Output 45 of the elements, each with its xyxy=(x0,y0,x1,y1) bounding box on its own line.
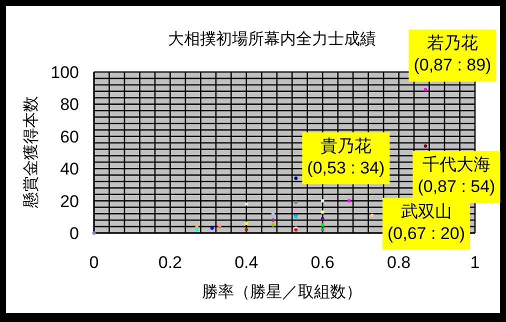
point xyxy=(294,176,298,180)
annotation: 武双山 (0,67 : 20) xyxy=(388,202,466,243)
point xyxy=(424,88,428,92)
y-tick-label: 80 xyxy=(60,95,79,114)
x-tick-label: 0 xyxy=(89,253,99,272)
y-tick-label: 20 xyxy=(60,192,79,211)
chart-title: 大相撲初場所幕内全力士成績 xyxy=(168,30,376,48)
x-tick-label: 0.2 xyxy=(158,253,182,272)
point xyxy=(320,210,324,214)
annotation: 若乃花 (0,87 : 89) xyxy=(408,30,496,82)
point xyxy=(348,199,351,202)
annotation: 貴乃花 (0,53 : 34) xyxy=(307,136,385,178)
x-tick-label: 0.8 xyxy=(386,253,411,272)
y-tick-label: 40 xyxy=(60,160,79,179)
point xyxy=(294,200,298,204)
point xyxy=(92,231,96,235)
point xyxy=(424,144,428,148)
x-tick-label: 1 xyxy=(470,253,480,272)
point xyxy=(320,223,324,227)
point xyxy=(271,218,275,222)
point xyxy=(370,214,374,217)
annotation: 武双山 (0,67 : 20) xyxy=(382,198,470,250)
point xyxy=(294,208,298,212)
x-axis-title: 勝率（勝星／取組数） xyxy=(202,283,362,301)
point xyxy=(271,212,275,216)
annotation: 貴乃花 (0,53 : 34) xyxy=(302,132,390,184)
annotation: 千代大海 (0,87 : 54) xyxy=(418,155,496,196)
point xyxy=(195,224,199,228)
point xyxy=(320,199,324,202)
point xyxy=(195,228,199,232)
y-tick-label: 0 xyxy=(70,224,79,243)
point xyxy=(210,226,214,230)
y-tick-label: 100 xyxy=(50,63,79,82)
annotation: 若乃花 (0,87 : 89) xyxy=(414,34,492,75)
annotation: 千代大海 (0,87 : 54) xyxy=(412,151,500,204)
x-tick-label: 0.6 xyxy=(310,253,334,272)
point xyxy=(244,222,248,226)
point xyxy=(320,216,324,220)
point xyxy=(320,228,324,232)
y-axis-title: 懸賞金獲得本数 xyxy=(22,96,40,209)
point xyxy=(244,202,248,206)
point xyxy=(271,223,275,227)
point xyxy=(244,228,248,232)
x-tick-label: 0.4 xyxy=(234,253,258,272)
y-tick-label: 60 xyxy=(60,127,79,146)
